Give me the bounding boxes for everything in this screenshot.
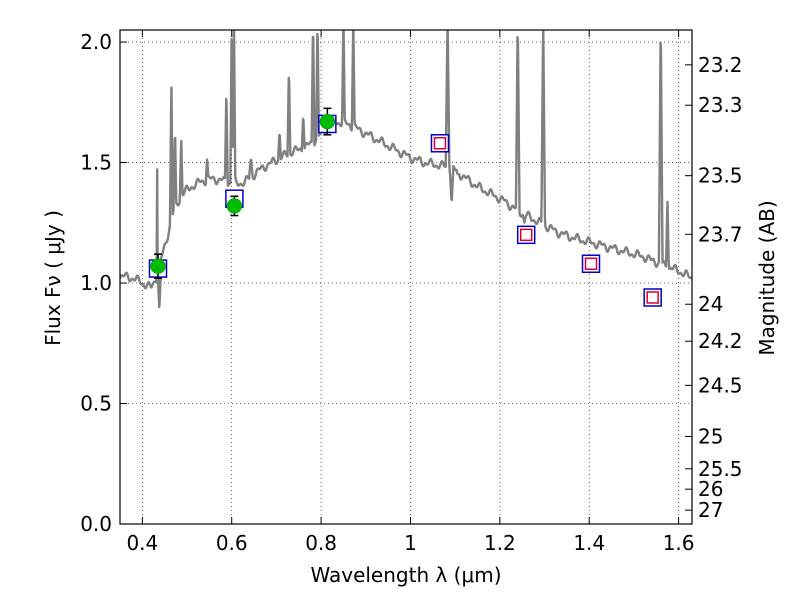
model-photometry-inner-box	[646, 291, 659, 304]
model-photometry-box	[516, 225, 536, 245]
y-tick-label: 2.0	[80, 30, 112, 54]
model-photometry-box	[643, 288, 662, 307]
x-tick-label: 1.6	[663, 531, 695, 555]
plot-frame	[119, 29, 693, 525]
y-tick-label: 1.5	[80, 151, 112, 175]
x-tick-label: 1.2	[484, 531, 516, 555]
magnitude-tick-label: 24	[698, 292, 723, 316]
magnitude-tick-label: 25.5	[698, 457, 743, 481]
magnitude-tick-label: 23.3	[698, 93, 743, 117]
magnitude-tick-label: 24.5	[698, 373, 743, 397]
x-tick-label: 1	[404, 531, 417, 555]
y-tick-label: 1.0	[80, 271, 112, 295]
magnitude-axis-label: Magnitude (AB)	[755, 200, 779, 355]
observed-point	[226, 198, 243, 214]
y-tick-label: 0.5	[80, 392, 112, 416]
magnitude-tick-label: 26	[698, 477, 723, 501]
magnitude-tick-label: 23.2	[698, 53, 743, 77]
magnitude-tick-label: 24.2	[698, 329, 743, 353]
y-tick-label: 0.0	[80, 512, 112, 536]
axis-ticks: 0.4 0.6 0.8 1 1.2 1.4 1.6 0.0 0.5 1.0 1.5 2.0 23.2 23…	[80, 30, 743, 555]
model-photometry-box	[430, 134, 450, 153]
spectrum-line	[120, 30, 692, 309]
x-tick-label: 0.4	[126, 531, 158, 555]
magnitude-tick-label: 25	[698, 425, 723, 449]
model-photometry-box	[581, 254, 601, 273]
model-photometry-inner-box	[584, 257, 598, 270]
magnitude-tick-label: 23.7	[698, 222, 743, 246]
x-tick-label: 1.4	[573, 531, 605, 555]
photometry-layer	[148, 107, 662, 307]
model-photometry-inner-box	[433, 137, 447, 150]
x-tick-label: 0.8	[305, 531, 337, 555]
observed-point	[319, 113, 336, 130]
model-photometry-inner-box	[519, 228, 533, 242]
x-axis-label: Wavelength λ (μm)	[310, 563, 501, 587]
magnitude-tick-label: 23.5	[698, 164, 743, 188]
y-axis-label: Flux Fν ( μJy )	[41, 210, 65, 346]
plot-area	[120, 30, 692, 524]
x-tick-label: 0.6	[216, 531, 248, 555]
magnitude-tick-label: 27	[698, 498, 723, 522]
spectrum-layer	[120, 30, 692, 309]
observed-point	[150, 258, 166, 274]
